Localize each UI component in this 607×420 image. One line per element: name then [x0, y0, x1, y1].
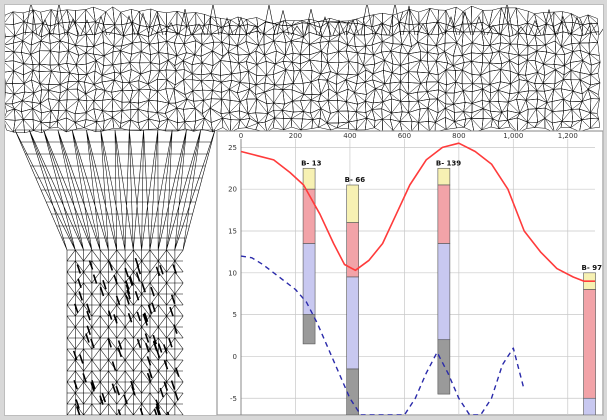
borehole-layer	[346, 184, 359, 223]
x-tick-label: 1,000	[503, 132, 523, 140]
y-tick-label: -5	[230, 395, 237, 403]
borehole-layer	[302, 314, 316, 345]
cross-section-chart: 0 200 400 600 800 1,000 1,200 -5 0 5 10 15 20 25 B- 13…	[216, 130, 603, 415]
y-tick-label: 15	[228, 228, 237, 236]
water-table-line	[240, 255, 525, 415]
visualization-frame: 0 200 400 600 800 1,000 1,200 -5 0 5 10 15 20 25 B- 13…	[4, 4, 604, 416]
ground-surface-line	[240, 142, 595, 282]
mesh-upper-fans	[24, 5, 603, 36]
borehole-label: B- 97	[582, 264, 603, 272]
borehole-layer	[346, 276, 359, 370]
borehole-label: B- 66	[345, 176, 366, 184]
borehole-layer	[437, 167, 451, 186]
borehole-layer	[437, 184, 451, 244]
x-tick-label: 800	[452, 132, 465, 140]
y-tick-label: 20	[228, 186, 237, 194]
y-tick-label: 10	[228, 269, 237, 277]
triangular-mesh	[5, 5, 603, 415]
borehole-label: B- 139	[436, 159, 461, 167]
borehole-layer	[437, 243, 451, 341]
x-tick-label: 400	[343, 132, 356, 140]
borehole-layer	[302, 243, 316, 315]
borehole-layer	[583, 397, 596, 415]
y-tick-label: 25	[228, 144, 237, 152]
mesh-embankment	[5, 5, 601, 134]
borehole-label: B- 13	[301, 159, 322, 167]
x-tick-label: 600	[398, 132, 411, 140]
mesh-and-section-figure: 0 200 400 600 800 1,000 1,200 -5 0 5 10 15 20 25 B- 13…	[5, 5, 603, 415]
mesh-pile-column	[14, 129, 216, 415]
x-tick-label: 1,200	[558, 132, 578, 140]
x-tick-label: 200	[289, 132, 302, 140]
borehole-layer	[302, 188, 316, 244]
borehole-layer	[583, 289, 596, 399]
x-tick-label: 0	[239, 132, 243, 140]
mesh-dense-elements	[72, 257, 180, 415]
y-tick-label: 0	[233, 353, 237, 361]
y-tick-label: 5	[233, 311, 237, 319]
borehole-layer	[437, 339, 451, 395]
